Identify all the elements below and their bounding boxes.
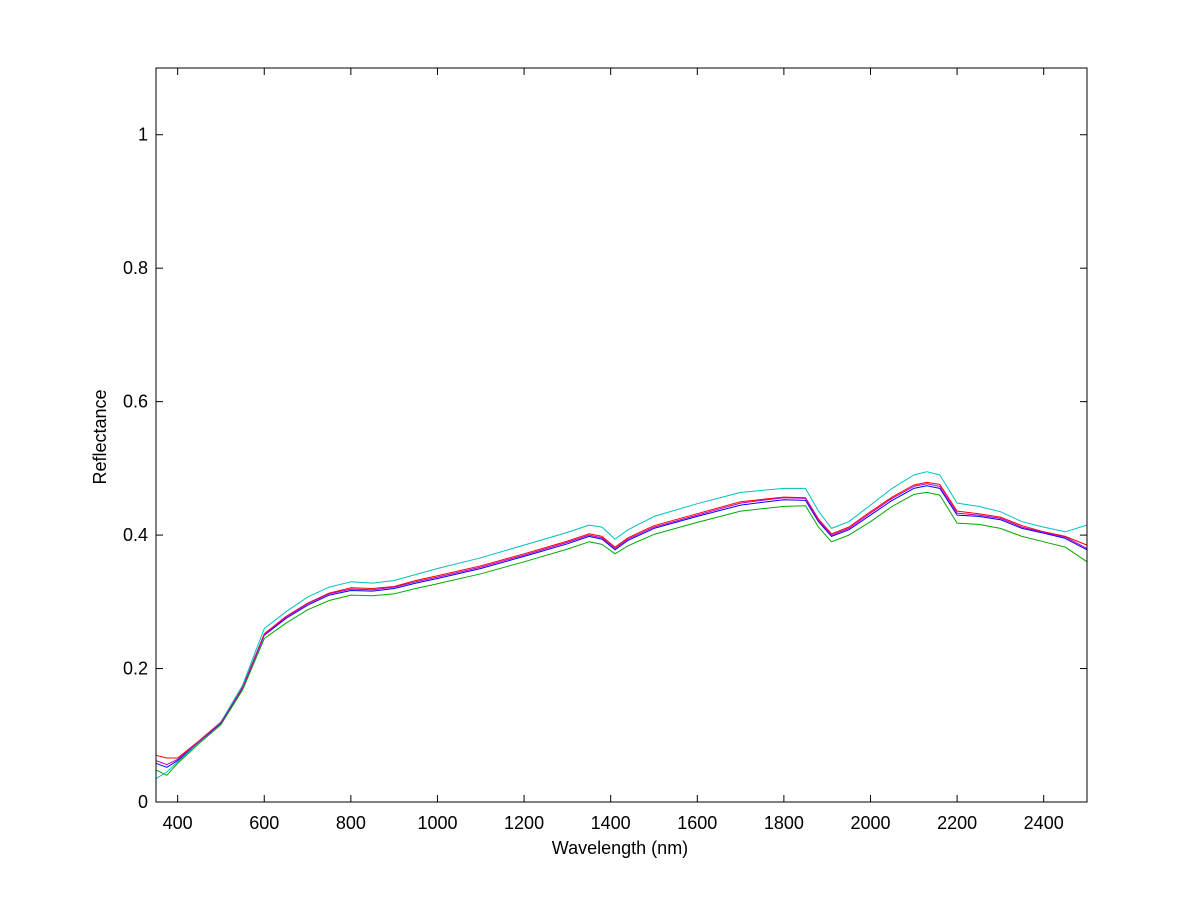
y-tick-label: 0 bbox=[138, 792, 148, 812]
series-line-3 bbox=[155, 481, 1088, 759]
x-tick-label: 2400 bbox=[1024, 813, 1064, 833]
y-tick-label: 0.4 bbox=[123, 525, 148, 545]
x-tick-label: 1600 bbox=[677, 813, 717, 833]
series-line-5 bbox=[155, 483, 1088, 766]
x-axis-label: Wavelength (nm) bbox=[552, 838, 688, 858]
y-tick-label: 1 bbox=[138, 125, 148, 145]
plot-frame bbox=[155, 67, 1088, 803]
y-tick-label: 0.8 bbox=[123, 258, 148, 278]
x-tick-label: 400 bbox=[163, 813, 193, 833]
tick-layer: 400 600 800 1000 1200 1400 1600 1800 2000 2200 240… bbox=[123, 68, 1087, 833]
x-tick-label: 1800 bbox=[764, 813, 804, 833]
x-tick-label: 2200 bbox=[937, 813, 977, 833]
y-tick-label: 0.2 bbox=[123, 659, 148, 679]
series-layer bbox=[155, 471, 1088, 780]
x-tick-label: 600 bbox=[249, 813, 279, 833]
series-line-4 bbox=[155, 471, 1088, 780]
x-tick-label: 1200 bbox=[504, 813, 544, 833]
series-line-1 bbox=[155, 485, 1088, 768]
x-tick-label: 1000 bbox=[417, 813, 457, 833]
x-tick-label: 1400 bbox=[591, 813, 631, 833]
x-tick-label: 800 bbox=[336, 813, 366, 833]
y-axis-label: Reflectance bbox=[90, 389, 110, 484]
y-tick-label: 0.6 bbox=[123, 392, 148, 412]
series-line-2 bbox=[155, 491, 1088, 776]
x-tick-label: 2000 bbox=[850, 813, 890, 833]
